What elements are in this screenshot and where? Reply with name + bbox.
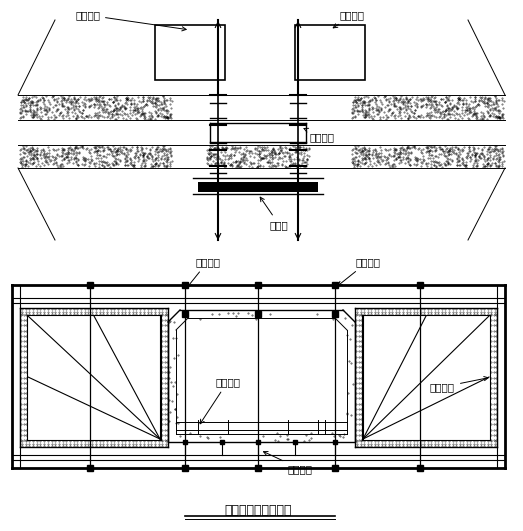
Bar (350, 145, 505, 168)
Bar (350, 95, 505, 120)
Bar (155, 25, 225, 80)
Text: 底模系统: 底模系统 (264, 451, 313, 474)
Text: 承重横梁: 承重横梁 (338, 257, 380, 286)
Text: 中跨合拢吨架示意图: 中跨合拢吨架示意图 (224, 503, 292, 517)
Text: 配重水筱: 配重水筱 (333, 10, 365, 28)
Bar (18, 145, 173, 168)
Text: 劲性骨架: 劲性骨架 (304, 129, 335, 142)
Text: 承重梁: 承重梁 (260, 197, 289, 230)
Text: 悬吸系统: 悬吸系统 (187, 257, 220, 287)
Text: 配重水筱: 配重水筱 (75, 10, 186, 31)
Text: 外模系统: 外模系统 (430, 376, 488, 392)
Bar (295, 25, 365, 80)
Text: 内模系统: 内模系统 (200, 377, 240, 424)
Bar (205, 145, 311, 168)
Bar (18, 95, 173, 120)
Bar (198, 182, 318, 192)
